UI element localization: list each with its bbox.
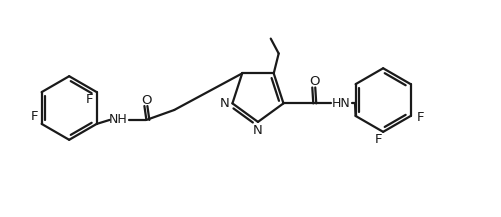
Text: HN: HN — [331, 97, 350, 110]
Text: N: N — [219, 97, 229, 110]
Text: NH: NH — [109, 113, 128, 127]
Text: F: F — [374, 133, 381, 146]
Text: F: F — [416, 112, 423, 124]
Text: O: O — [309, 75, 319, 88]
Text: O: O — [141, 94, 151, 107]
Text: F: F — [31, 110, 39, 123]
Text: F: F — [86, 93, 93, 105]
Text: N: N — [253, 124, 263, 137]
